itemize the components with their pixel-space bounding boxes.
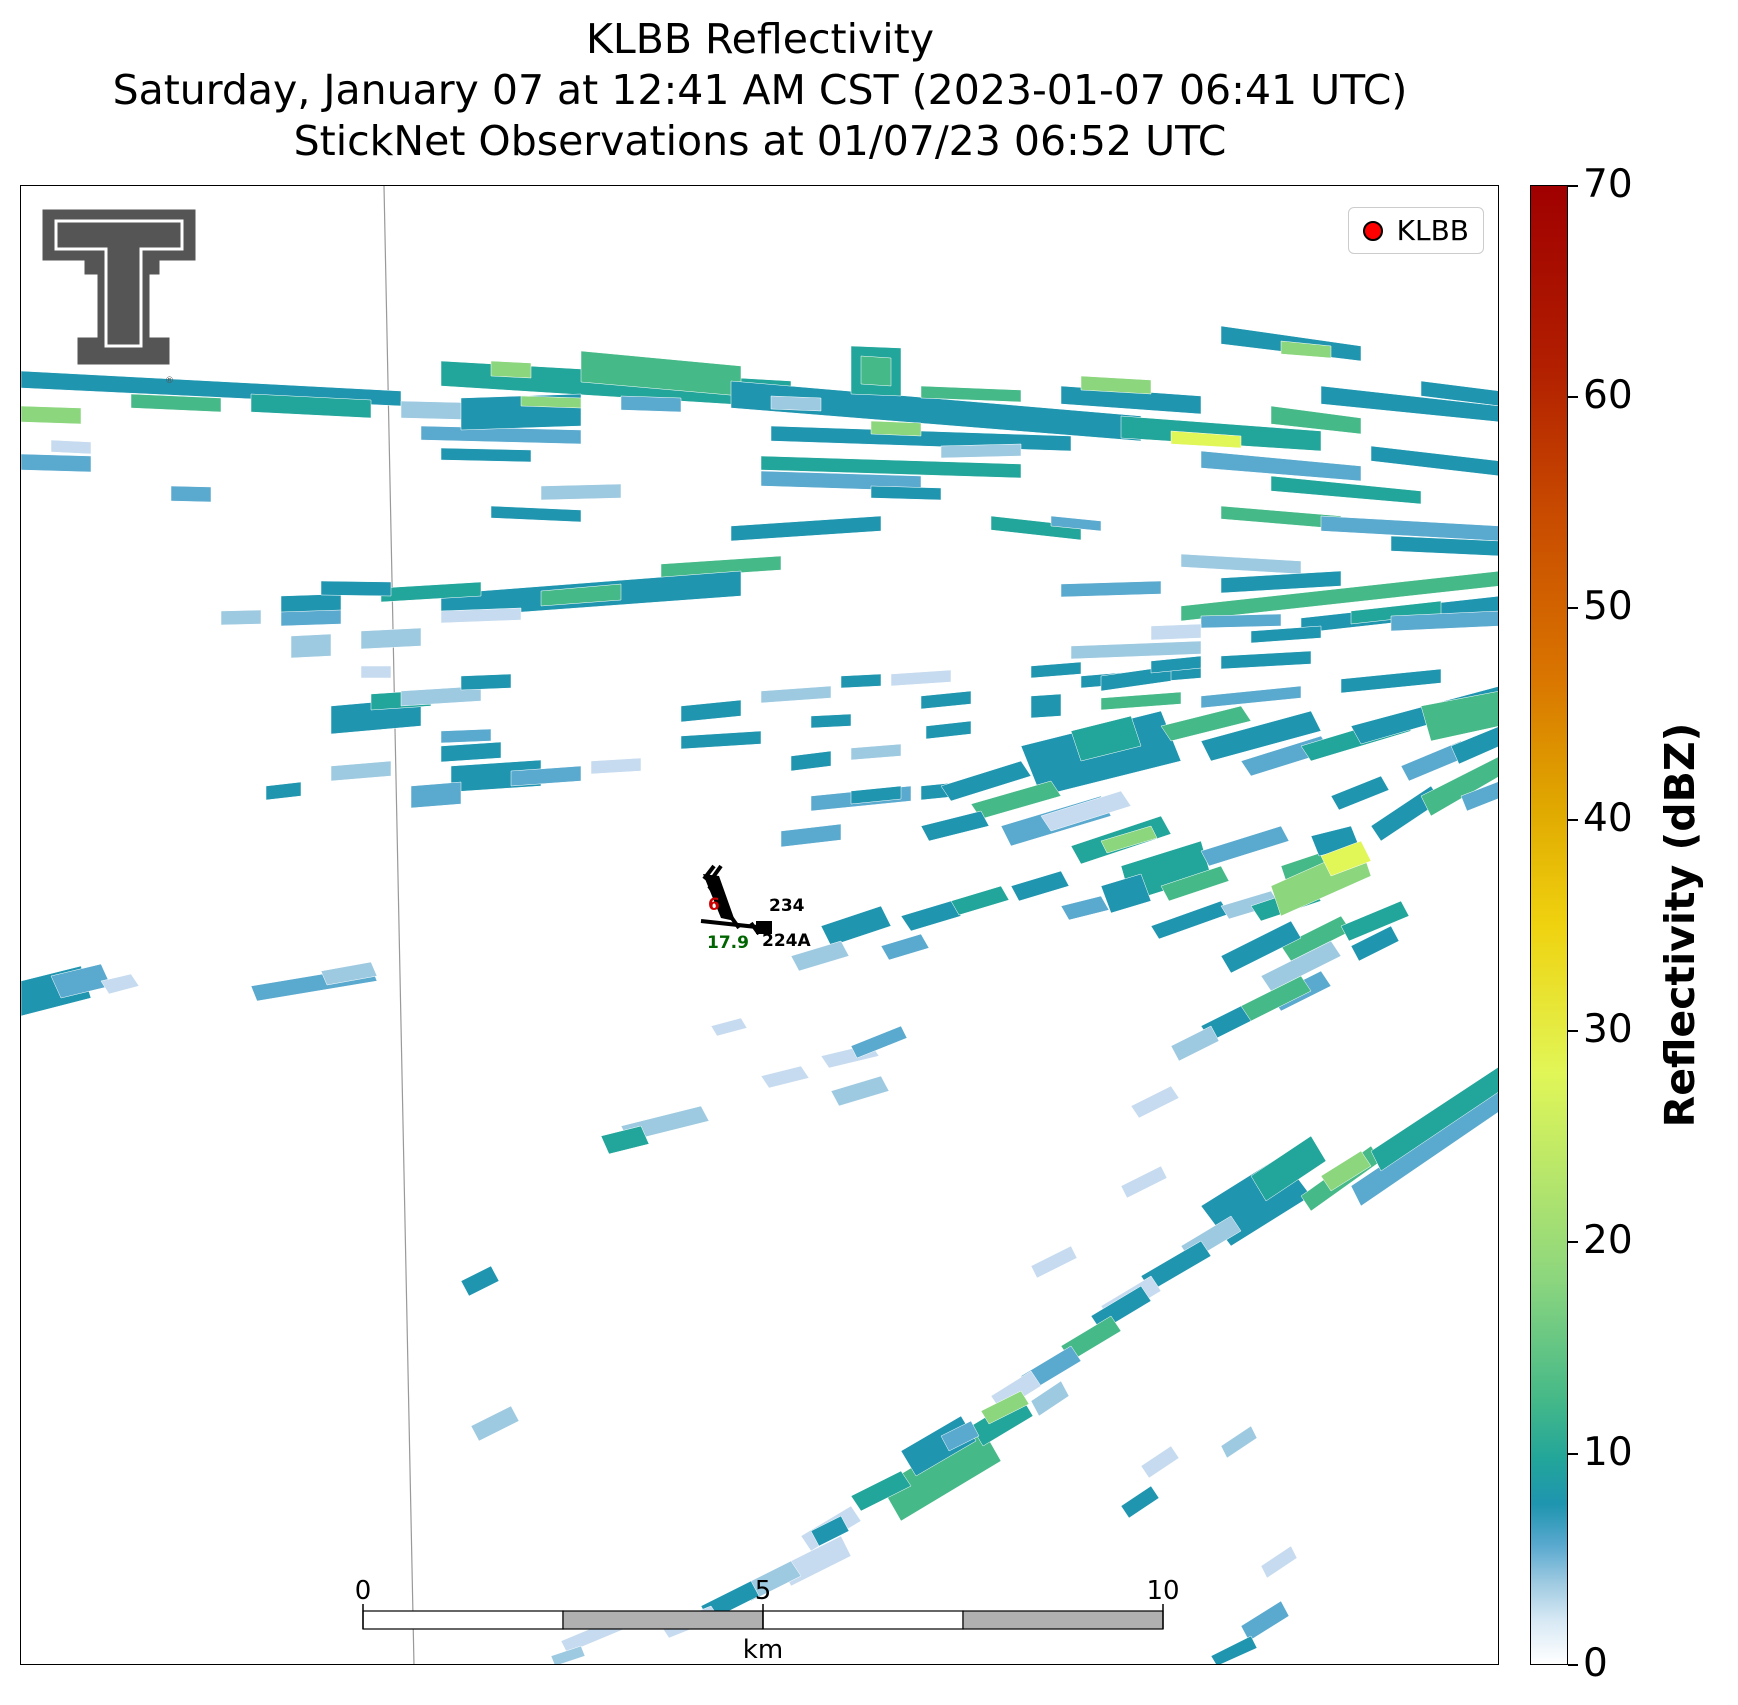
scale-tick-0: 0 <box>355 1576 372 1606</box>
colorbar-label-60: 60 <box>1583 373 1633 418</box>
texas-tech-double-t-logo <box>39 206 199 368</box>
logo-trademark: ® <box>165 376 174 386</box>
sticknet-station-234 <box>702 864 741 930</box>
colorbar-tick <box>1568 607 1578 609</box>
colorbar-tick <box>1568 1241 1578 1243</box>
title-line-2: Saturday, January 07 at 12:41 AM CST (20… <box>112 66 1408 114</box>
colorbar-label-70: 70 <box>1583 162 1633 207</box>
colorbar-label-10: 10 <box>1583 1430 1633 1475</box>
colorbar-tick <box>1568 1664 1578 1666</box>
colorbar-label-50: 50 <box>1583 584 1633 629</box>
scale-unit: km <box>743 1635 783 1665</box>
sticknet-station-224A <box>700 919 772 936</box>
colorbar-tick <box>1568 396 1578 398</box>
reflectivity-field: ® 6 234 17.9 224A 0 5 10 <box>21 186 1498 1665</box>
scale-tick-5: 5 <box>755 1576 772 1606</box>
title-line-3: StickNet Observations at 01/07/23 06:52 … <box>293 117 1227 165</box>
colorbar-title: Reflectivity (dBZ) <box>1656 722 1704 1128</box>
reflectivity-colorbar <box>1530 185 1568 1665</box>
scale-tick-10: 10 <box>1146 1576 1179 1606</box>
county-boundary-line <box>383 186 415 1664</box>
colorbar-label-40: 40 <box>1583 796 1633 841</box>
station-224A-id: 224A <box>762 931 811 951</box>
echo-band-diagonal <box>550 1067 1498 1664</box>
echo-cluster-east <box>790 686 1498 1119</box>
station-234-temp: 6 <box>708 895 720 915</box>
station-234-id: 234 <box>769 896 805 916</box>
colorbar-tick <box>1568 1030 1578 1032</box>
colorbar-tick <box>1568 1453 1578 1455</box>
scale-bar: 0 5 10 km <box>355 1576 1180 1665</box>
echo-band-upper <box>21 325 1498 848</box>
station-224A-dewpoint: 17.9 <box>707 933 749 953</box>
title-line-1: KLBB Reflectivity <box>586 15 934 63</box>
figure-title: KLBB Reflectivity Saturday, January 07 a… <box>20 14 1500 167</box>
radar-map: ® 6 234 17.9 224A 0 5 10 <box>20 185 1499 1665</box>
colorbar-label-20: 20 <box>1583 1218 1633 1263</box>
legend-label: KLBB <box>1396 214 1469 247</box>
radar-site-marker-icon <box>1362 220 1383 241</box>
map-legend: KLBB <box>1347 207 1484 254</box>
echo-band-lower <box>21 961 1168 1442</box>
colorbar-tick <box>1568 185 1578 187</box>
colorbar-tick <box>1568 819 1578 821</box>
colorbar-label-30: 30 <box>1583 1007 1633 1052</box>
colorbar-label-0: 0 <box>1583 1641 1608 1686</box>
